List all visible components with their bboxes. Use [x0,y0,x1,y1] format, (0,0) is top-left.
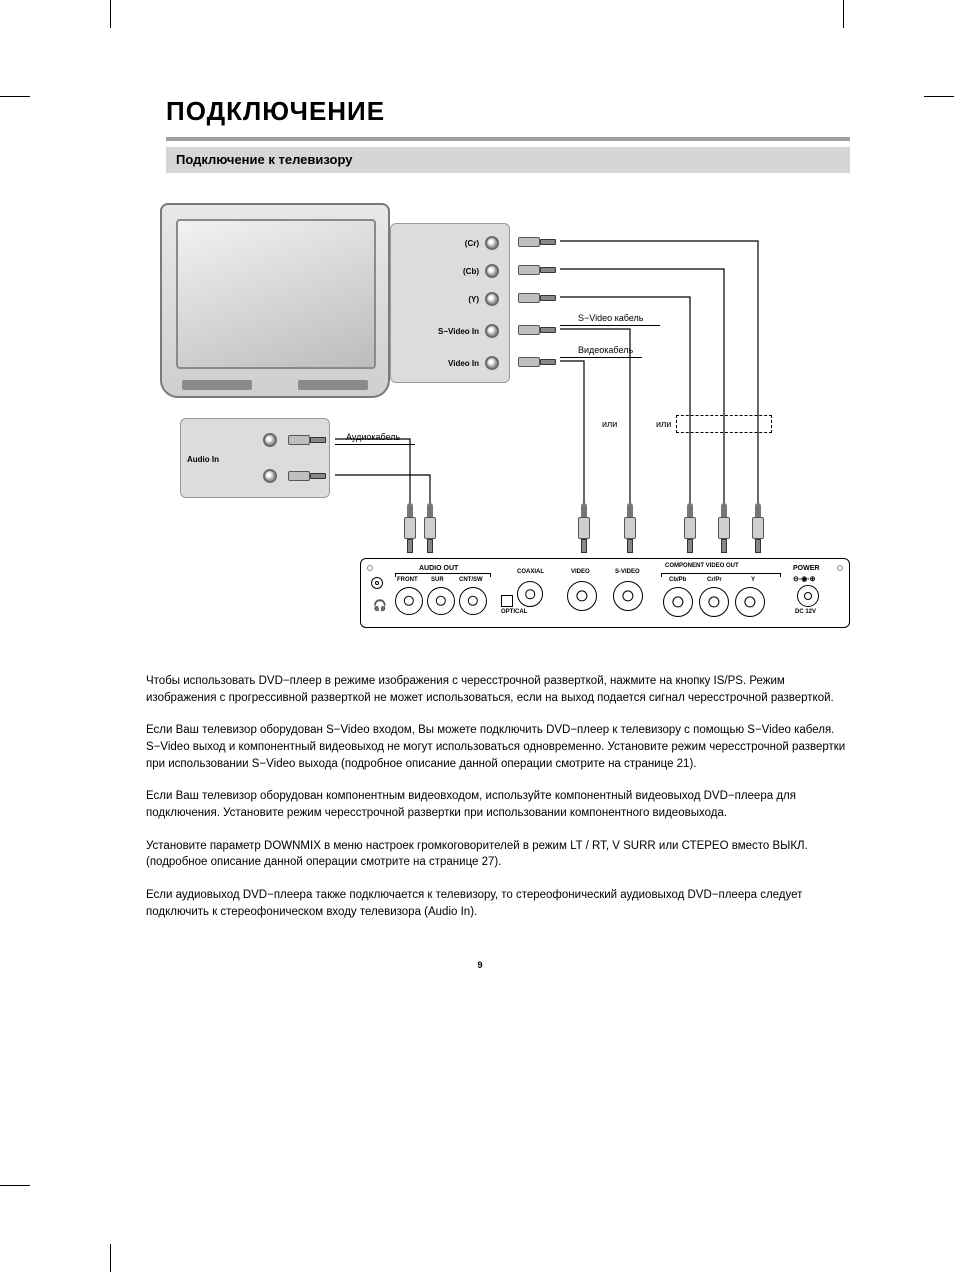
crop-mark [0,1185,30,1186]
audio-jack [427,587,455,615]
rca-plug-vertical [718,503,730,553]
label-video: VIDEO [571,569,590,575]
label-cntsw: CNT/SW [459,577,483,583]
audio-jack [459,587,487,615]
rca-plug-vertical [752,503,764,553]
rca-jack [263,433,277,447]
rca-plug [288,470,336,480]
power-jack [797,585,819,607]
audio-jack [395,587,423,615]
crop-mark [110,1244,111,1272]
or-label: или [602,419,617,429]
rca-plug-vertical [404,503,416,553]
rca-jack [485,324,499,338]
paragraph: Если Ваш телевизор оборудован компонентн… [146,788,850,821]
rca-plug [518,324,566,334]
rca-jack [263,469,277,483]
cable-label-svideo: S−Video кабель [578,313,643,323]
crop-mark [924,96,954,97]
cable-underline [335,444,415,445]
page-content: ПОДКЛЮЧЕНИЕ Подключение к телевизору (Cr… [110,96,850,970]
port-label-svideo: S−Video In [438,327,479,336]
port-label-cb: (Cb) [463,267,479,276]
label-optical: OPTICAL [501,609,527,615]
crop-mark [843,0,844,28]
paragraph: Чтобы использовать DVD−плеер в режиме из… [146,673,850,706]
cable-underline [560,357,642,358]
label-polarity: ⊖-◉-⊕ [793,575,816,583]
port-label-video: Video In [448,359,479,368]
tv-speaker [298,380,368,390]
svideo-jack [613,581,643,611]
crop-mark [110,0,111,28]
rca-plug-vertical [684,503,696,553]
crop-mark [0,96,30,97]
headphone-jack [371,577,383,589]
label-dc: DC 12V [795,609,816,615]
screw-icon [367,565,373,571]
rca-jack [485,292,499,306]
label-cb: Cb/Pb [669,577,686,583]
component-jack [735,587,765,617]
cable-label-video: Видеокабель [578,345,633,355]
body-text: Чтобы использовать DVD−плеер в режиме из… [146,673,850,920]
bracket [661,573,781,574]
component-jack [699,587,729,617]
video-jack [567,581,597,611]
label-svideo-out: S-VIDEO [615,569,640,575]
section-header-text: Подключение к телевизору [176,152,352,167]
label-front: FRONT [397,577,418,583]
page-title: ПОДКЛЮЧЕНИЕ [166,96,850,127]
component-jack [663,587,693,617]
label-y: Y [751,577,755,583]
dvd-player-rear: 🎧 AUDIO OUT FRONT SUR CNT/SW COAXIAL OPT… [360,558,850,628]
label-sur: SUR [431,577,444,583]
or-label: или [656,419,671,429]
port-label-y: (Y) [468,295,479,304]
label-coaxial: COAXIAL [517,569,544,575]
cable-underline [560,325,660,326]
rca-jack [485,264,499,278]
bracket [395,573,491,574]
label-component: COMPONENT VIDEO OUT [665,563,739,569]
page-number: 9 [110,960,850,970]
rca-plug [518,236,566,246]
optical-jack [501,595,513,607]
tv-audio-panel: Audio In [180,418,330,498]
rca-plug [288,434,336,444]
dashed-box [676,415,772,433]
screw-icon [837,565,843,571]
headphone-icon: 🎧 [373,599,387,612]
cable-label-audio: Аудиокабель [346,432,400,442]
section-header: Подключение к телевизору [166,147,850,173]
paragraph: Установите параметр DOWNMIX в меню настр… [146,838,850,871]
paragraph: Если аудиовыход DVD−плеера также подключ… [146,887,850,920]
connection-diagram: (Cr) (Cb) (Y) S−Video In Video In [160,203,860,633]
rca-plug-vertical [424,503,436,553]
label-power: POWER [793,565,819,572]
rca-plug [518,356,566,366]
rca-jack [485,236,499,250]
label-audio-out: AUDIO OUT [419,565,458,572]
tv-screen [176,219,376,369]
rca-plug [518,292,566,302]
tv-body [160,203,390,398]
title-rule [166,137,850,141]
paragraph: Если Ваш телевизор оборудован S−Video вх… [146,722,850,772]
coaxial-jack [517,581,543,607]
tv-video-panel: (Cr) (Cb) (Y) S−Video In Video In [390,223,510,383]
rca-plug-vertical [624,503,636,553]
label-cr: Cr/Pr [707,577,722,583]
rca-plug [518,264,566,274]
rca-jack [485,356,499,370]
port-label-audio: Audio In [187,455,219,464]
tv-speaker [182,380,252,390]
port-label-cr: (Cr) [465,239,479,248]
rca-plug-vertical [578,503,590,553]
